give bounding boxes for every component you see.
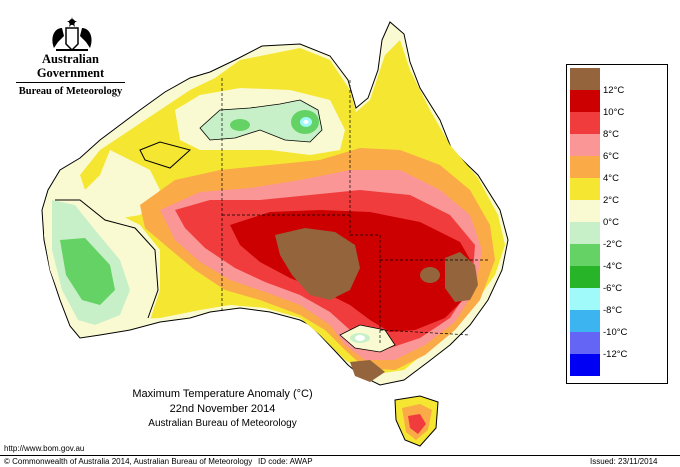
legend-label: -12°C bbox=[603, 349, 628, 360]
state-border-nsw-vic bbox=[379, 329, 471, 336]
issued-date: Issued: 23/11/2014 bbox=[590, 457, 658, 466]
legend-swatch bbox=[570, 222, 600, 244]
legend-swatch bbox=[570, 266, 600, 288]
coat-of-arms-logo bbox=[52, 17, 92, 52]
government-name: Australian Government bbox=[36, 52, 105, 80]
anomaly-patch-minus2-north bbox=[199, 99, 323, 143]
legend-label: 4°C bbox=[603, 173, 619, 184]
legend-swatch bbox=[570, 134, 600, 156]
anomaly-patch-minus4-west bbox=[60, 238, 115, 305]
legend-label: 6°C bbox=[603, 151, 619, 162]
footer-divider bbox=[0, 455, 680, 456]
government-logo-block: Australian Government Bureau of Meteorol… bbox=[8, 10, 133, 98]
website-url[interactable]: http://www.bom.gov.au bbox=[4, 444, 85, 453]
legend-label: -10°C bbox=[603, 327, 628, 338]
legend-label: -8°C bbox=[603, 305, 623, 316]
legend-label: -2°C bbox=[603, 239, 623, 250]
legend-label: 0°C bbox=[603, 217, 619, 228]
map-title: Maximum Temperature Anomaly (°C) bbox=[132, 388, 313, 400]
legend-swatch bbox=[570, 310, 600, 332]
legend-label: -4°C bbox=[603, 261, 623, 272]
legend-swatch bbox=[570, 178, 600, 200]
map-title-block: Maximum Temperature Anomaly (°C) 22nd No… bbox=[100, 387, 345, 431]
legend-swatch bbox=[570, 156, 600, 178]
contour-zero-north bbox=[139, 141, 192, 169]
legend-swatch bbox=[570, 354, 600, 376]
legend-label: 8°C bbox=[603, 129, 619, 140]
bureau-name: Bureau of Meteorology bbox=[18, 86, 123, 97]
legend-swatch bbox=[570, 68, 600, 90]
map-source: Australian Bureau of Meteorology bbox=[148, 418, 297, 429]
legend-label: -6°C bbox=[603, 283, 623, 294]
state-border-sa-qld bbox=[350, 234, 381, 260]
anomaly-core-12-plus bbox=[275, 228, 360, 300]
legend-swatch bbox=[570, 200, 600, 222]
legend-swatch bbox=[570, 288, 600, 310]
id-code: ID code: AWAP bbox=[258, 457, 313, 466]
legend-swatch bbox=[570, 332, 600, 354]
legend-swatch bbox=[570, 244, 600, 266]
legend-label: 10°C bbox=[603, 107, 625, 118]
legend-swatch bbox=[570, 90, 600, 112]
legend-label: 2°C bbox=[603, 195, 619, 206]
copyright-text: © Commonwealth of Australia 2014, Austra… bbox=[4, 457, 253, 466]
legend-swatch bbox=[570, 112, 600, 134]
contour-zero-west bbox=[55, 199, 159, 319]
legend-label: 12°C bbox=[603, 85, 625, 96]
map-date: 22nd November 2014 bbox=[169, 403, 276, 415]
legend: 12°C 10°C 8°C 6°C 4°C 2°C 0°C -2°C -4°C -6°C -8°C -… bbox=[566, 64, 668, 384]
logo-divider bbox=[16, 82, 125, 83]
